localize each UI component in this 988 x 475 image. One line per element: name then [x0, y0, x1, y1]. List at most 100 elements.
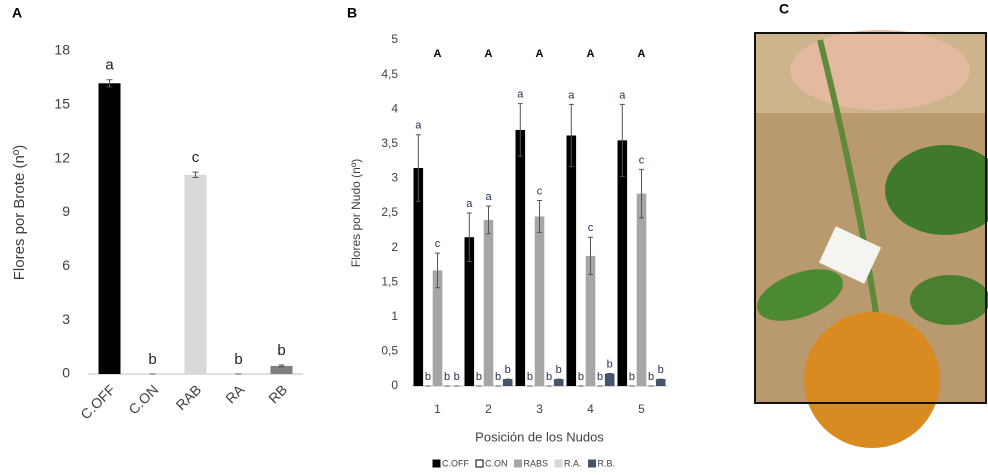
photo-fruit — [804, 312, 940, 448]
y-axis-label: Flores por Nudo (nº) — [349, 159, 363, 267]
y-tick-label: 1 — [391, 309, 398, 323]
legend-swatch — [588, 459, 597, 468]
x-tick-label: 2 — [485, 402, 492, 416]
y-tick-label: 3 — [62, 311, 70, 327]
photo-stem — [817, 39, 883, 341]
y-tick-label: 4 — [391, 101, 398, 115]
significance-letter: b — [597, 371, 603, 383]
significance-letter: b — [527, 371, 533, 383]
significance-letter: b — [546, 371, 552, 383]
y-tick-label: 12 — [54, 149, 70, 165]
y-tick-label: 3 — [391, 171, 398, 185]
y-tick-label: 2 — [391, 240, 398, 254]
y-tick-label: 15 — [54, 96, 70, 112]
x-tick-label: 1 — [434, 402, 441, 416]
y-tick-label: 18 — [54, 42, 70, 58]
significance-letter: b — [629, 371, 635, 383]
significance-letter: b — [234, 351, 242, 368]
error-bar — [486, 205, 491, 235]
significance-letter: b — [556, 364, 562, 376]
significance-letter: c — [435, 238, 441, 250]
y-tick-label: 0 — [391, 378, 398, 392]
bar — [534, 216, 545, 386]
bar — [617, 140, 628, 386]
significance-letter: b — [505, 364, 511, 376]
bar — [270, 365, 293, 374]
legend-label: RABS — [524, 458, 549, 468]
y-tick-label: 2,5 — [381, 205, 398, 219]
significance-letter: b — [658, 364, 664, 376]
photo-leaf — [757, 269, 843, 321]
legend-label: R.B. — [598, 458, 616, 468]
error-bar — [192, 171, 199, 179]
y-axis-label: Flores por Brote (nº) — [11, 145, 28, 281]
significance-letter: a — [517, 89, 524, 101]
y-tick-label: 0 — [62, 365, 70, 381]
bar — [184, 174, 207, 374]
panel-label: A — [12, 5, 22, 21]
y-tick-label: 1,5 — [381, 274, 398, 288]
photo: C — [754, 1, 988, 448]
error-bar — [278, 364, 285, 368]
bar — [502, 379, 513, 386]
photo-hand — [790, 30, 970, 110]
significance-letter: c — [639, 154, 645, 166]
bar — [464, 237, 475, 386]
legend-swatch — [432, 459, 441, 468]
x-tick-label: 3 — [536, 402, 543, 416]
group-letter: A — [485, 48, 493, 60]
y-tick-label: 9 — [62, 203, 70, 219]
x-axis-label: Posición de los Nudos — [475, 429, 604, 444]
photo-border — [754, 32, 987, 404]
bar — [98, 83, 121, 375]
bar — [585, 255, 596, 386]
bar — [515, 129, 526, 386]
significance-letter: a — [466, 198, 473, 210]
error-bar — [466, 212, 472, 262]
legend-label: R.A. — [564, 458, 582, 468]
legend-swatch — [475, 459, 484, 468]
significance-letter: a — [485, 191, 492, 203]
significance-letter: b — [648, 371, 654, 383]
error-bar — [517, 103, 523, 157]
error-bar — [537, 200, 542, 233]
y-tick-label: 3,5 — [381, 136, 398, 150]
significance-letter: c — [588, 222, 594, 234]
error-bar — [568, 103, 574, 168]
bar — [432, 270, 443, 386]
bar — [483, 219, 494, 386]
error-bar — [435, 252, 440, 289]
significance-letter: b — [476, 371, 482, 383]
x-tick-label: 4 — [587, 402, 594, 416]
legend-swatch — [514, 459, 522, 468]
y-tick-label: 4,5 — [381, 67, 398, 81]
significance-letter: c — [192, 149, 200, 166]
x-tick-label: C.ON — [125, 381, 161, 417]
bar — [553, 379, 564, 386]
photo-leaf — [885, 145, 988, 235]
legend-label: C.OFF — [442, 458, 469, 468]
group-letter: A — [536, 48, 544, 60]
y-tick-label: 6 — [62, 257, 70, 273]
group-letter: A — [638, 48, 646, 60]
panel-label: B — [347, 5, 357, 21]
error-bar — [619, 103, 625, 177]
significance-letter: a — [415, 120, 422, 132]
x-tick-label: RB — [265, 381, 290, 406]
bar — [413, 168, 424, 386]
bar — [636, 193, 647, 386]
x-tick-label: C.OFF — [77, 381, 118, 422]
error-bar — [639, 168, 644, 219]
significance-letter: a — [619, 89, 626, 101]
error-bar — [415, 134, 421, 202]
x-tick-label: RA — [222, 381, 248, 407]
group-letter: A — [587, 48, 595, 60]
x-tick-label: 5 — [638, 402, 645, 416]
significance-letter: b — [607, 358, 613, 370]
legend-swatch — [554, 459, 563, 468]
significance-letter: b — [277, 342, 285, 359]
bar — [655, 379, 666, 386]
significance-letter: a — [568, 89, 575, 101]
error-bar — [106, 79, 113, 88]
significance-letter: b — [444, 371, 450, 383]
